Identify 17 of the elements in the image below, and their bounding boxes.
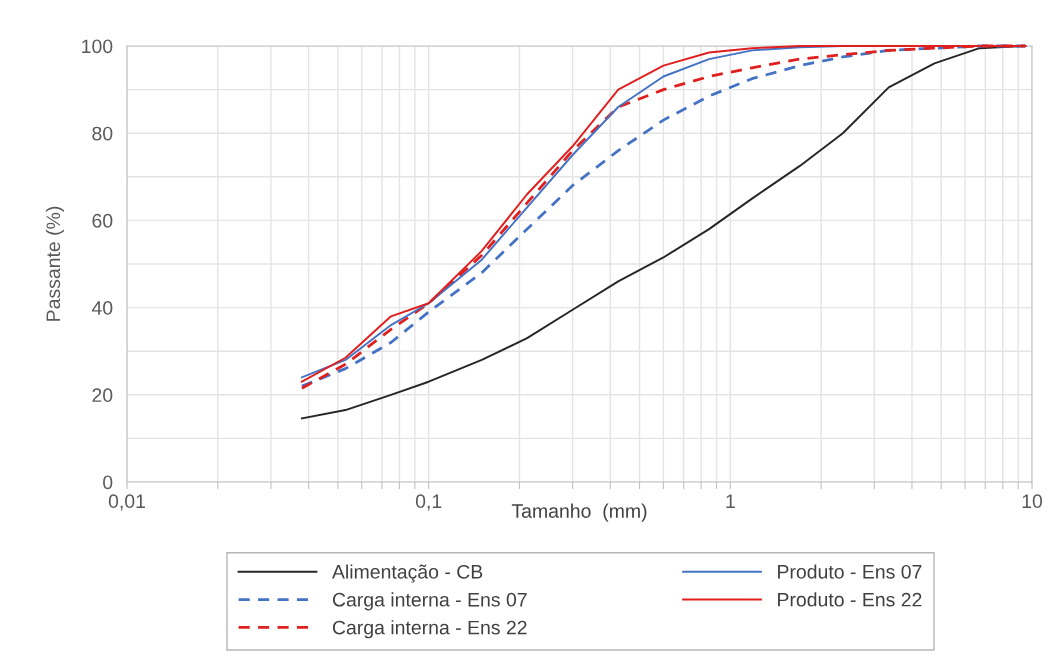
y-tick-label: 0	[103, 475, 113, 490]
y-tick-label: 40	[91, 301, 113, 315]
legend-label: Produto - Ens 07	[778, 564, 922, 579]
x-axis-title: Tamanho (mm)	[511, 503, 647, 522]
x-tick-label: 0,01	[108, 494, 145, 511]
x-tick-label: 10	[1022, 494, 1043, 509]
legend-label: Alimentação - CB	[332, 564, 483, 583]
y-tick-label: 100	[82, 39, 113, 54]
x-tick-label: 0,1	[415, 494, 442, 511]
legend-label: Carga interna - Ens 22	[332, 620, 527, 639]
y-tick-label: 20	[92, 388, 113, 403]
legend-label: Produto - Ens 22	[778, 592, 922, 607]
y-tick-label: 60	[92, 213, 113, 228]
x-tick-label: 1	[726, 494, 735, 508]
y-axis-title: Passante (%)	[45, 206, 64, 321]
legend-label: Carga interna - Ens 07	[332, 592, 527, 611]
y-tick-label: 80	[92, 126, 113, 141]
